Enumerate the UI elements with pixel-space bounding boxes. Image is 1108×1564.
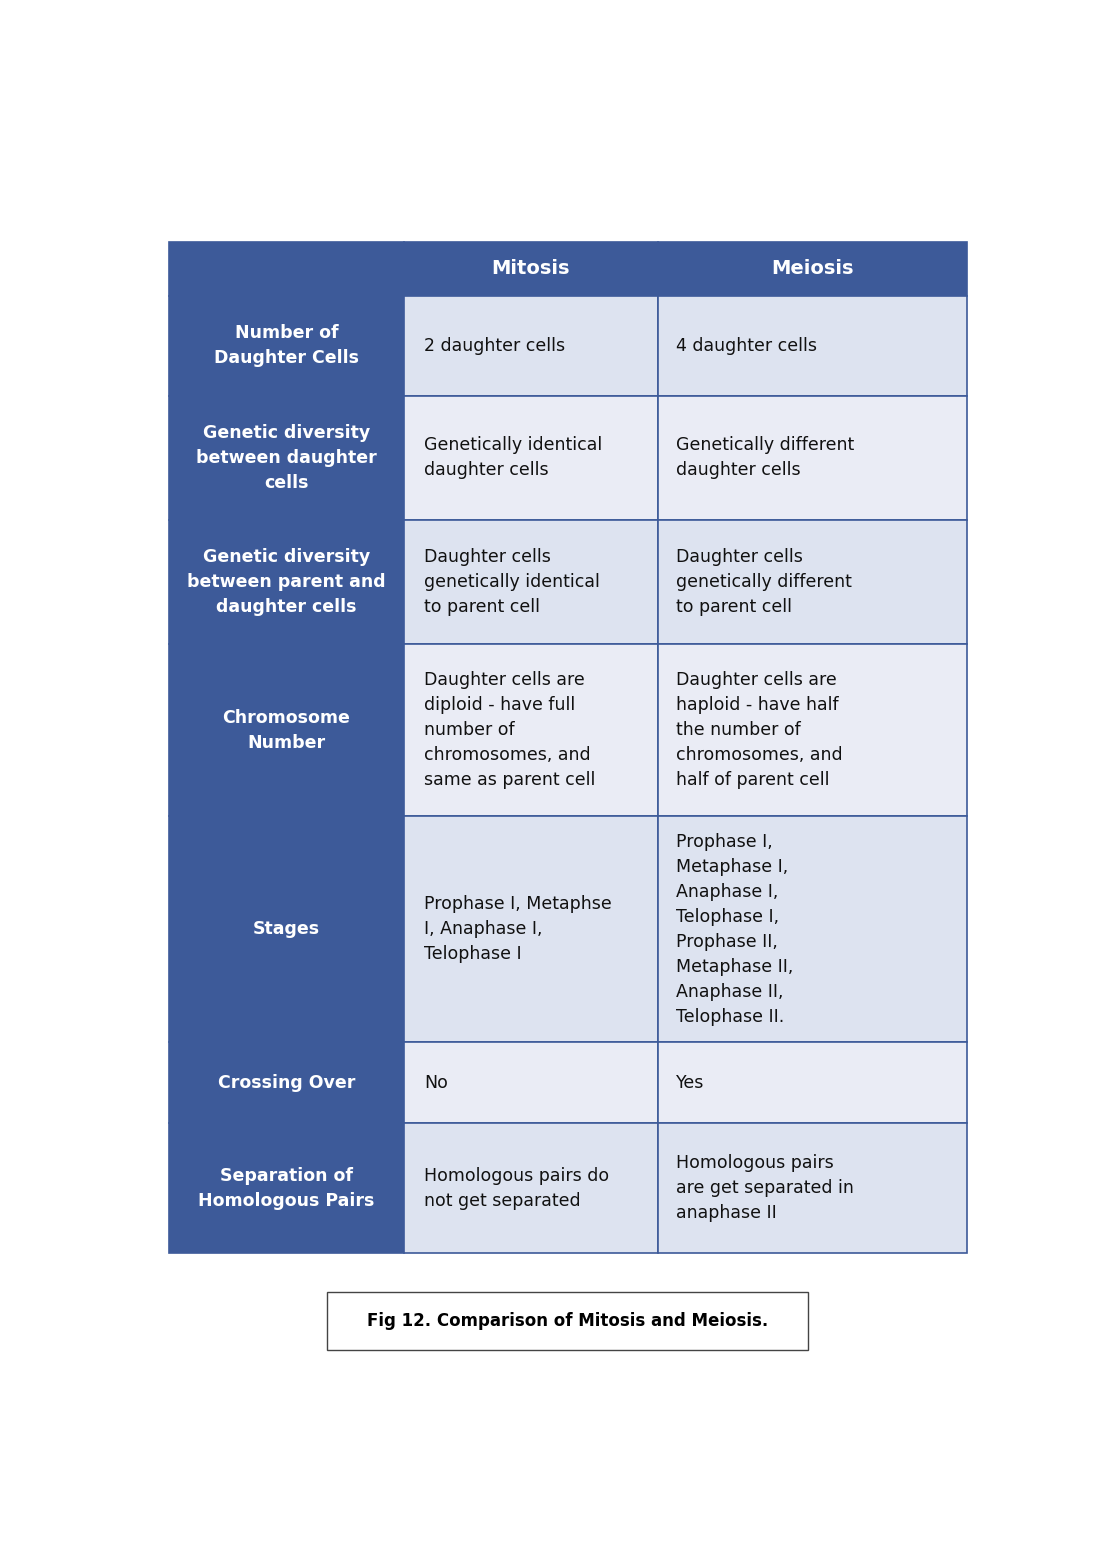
Text: Stages: Stages [253,920,320,938]
Text: Crossing Over: Crossing Over [217,1074,355,1092]
FancyBboxPatch shape [404,296,658,396]
FancyBboxPatch shape [658,816,967,1042]
FancyBboxPatch shape [168,242,404,296]
FancyBboxPatch shape [658,644,967,816]
FancyBboxPatch shape [168,1042,404,1123]
FancyBboxPatch shape [168,816,404,1042]
FancyBboxPatch shape [328,1292,809,1350]
FancyBboxPatch shape [168,1123,404,1253]
Text: Prophase I, Metaphse
I, Anaphase I,
Telophase I: Prophase I, Metaphse I, Anaphase I, Telo… [424,895,613,963]
Text: Chromosome
Number: Chromosome Number [223,708,350,752]
Text: Genetic diversity
between daughter
cells: Genetic diversity between daughter cells [196,424,377,491]
Text: Daughter cells
genetically identical
to parent cell: Daughter cells genetically identical to … [424,547,601,616]
Text: Homologous pairs
are get separated in
anaphase II: Homologous pairs are get separated in an… [676,1154,854,1223]
Text: Genetic diversity
between parent and
daughter cells: Genetic diversity between parent and dau… [187,547,386,616]
Text: Genetically identical
daughter cells: Genetically identical daughter cells [424,436,603,479]
Text: 4 daughter cells: 4 daughter cells [676,336,818,355]
Text: Yes: Yes [676,1074,705,1092]
FancyBboxPatch shape [404,242,658,296]
FancyBboxPatch shape [404,1042,658,1123]
Text: Daughter cells are
diploid - have full
number of
chromosomes, and
same as parent: Daughter cells are diploid - have full n… [424,671,596,790]
Text: Mitosis: Mitosis [492,260,571,278]
FancyBboxPatch shape [658,396,967,519]
FancyBboxPatch shape [658,296,967,396]
FancyBboxPatch shape [404,396,658,519]
FancyBboxPatch shape [168,396,404,519]
FancyBboxPatch shape [168,519,404,644]
FancyBboxPatch shape [404,644,658,816]
FancyBboxPatch shape [658,1042,967,1123]
Text: Genetically different
daughter cells: Genetically different daughter cells [676,436,854,479]
Text: Daughter cells
genetically different
to parent cell: Daughter cells genetically different to … [676,547,852,616]
Text: Separation of
Homologous Pairs: Separation of Homologous Pairs [198,1167,375,1211]
FancyBboxPatch shape [658,242,967,296]
FancyBboxPatch shape [168,644,404,816]
Text: Fig 12. Comparison of Mitosis and Meiosis.: Fig 12. Comparison of Mitosis and Meiosi… [367,1312,769,1329]
FancyBboxPatch shape [404,816,658,1042]
Text: Meiosis: Meiosis [771,260,853,278]
Text: Homologous pairs do
not get separated: Homologous pairs do not get separated [424,1167,609,1211]
FancyBboxPatch shape [404,519,658,644]
FancyBboxPatch shape [404,1123,658,1253]
Text: No: No [424,1074,449,1092]
FancyBboxPatch shape [658,1123,967,1253]
Text: Number of
Daughter Cells: Number of Daughter Cells [214,324,359,368]
Text: Daughter cells are
haploid - have half
the number of
chromosomes, and
half of pa: Daughter cells are haploid - have half t… [676,671,843,790]
FancyBboxPatch shape [658,519,967,644]
FancyBboxPatch shape [168,296,404,396]
Text: Prophase I,
Metaphase I,
Anaphase I,
Telophase I,
Prophase II,
Metaphase II,
Ana: Prophase I, Metaphase I, Anaphase I, Tel… [676,832,793,1026]
Text: 2 daughter cells: 2 daughter cells [424,336,565,355]
